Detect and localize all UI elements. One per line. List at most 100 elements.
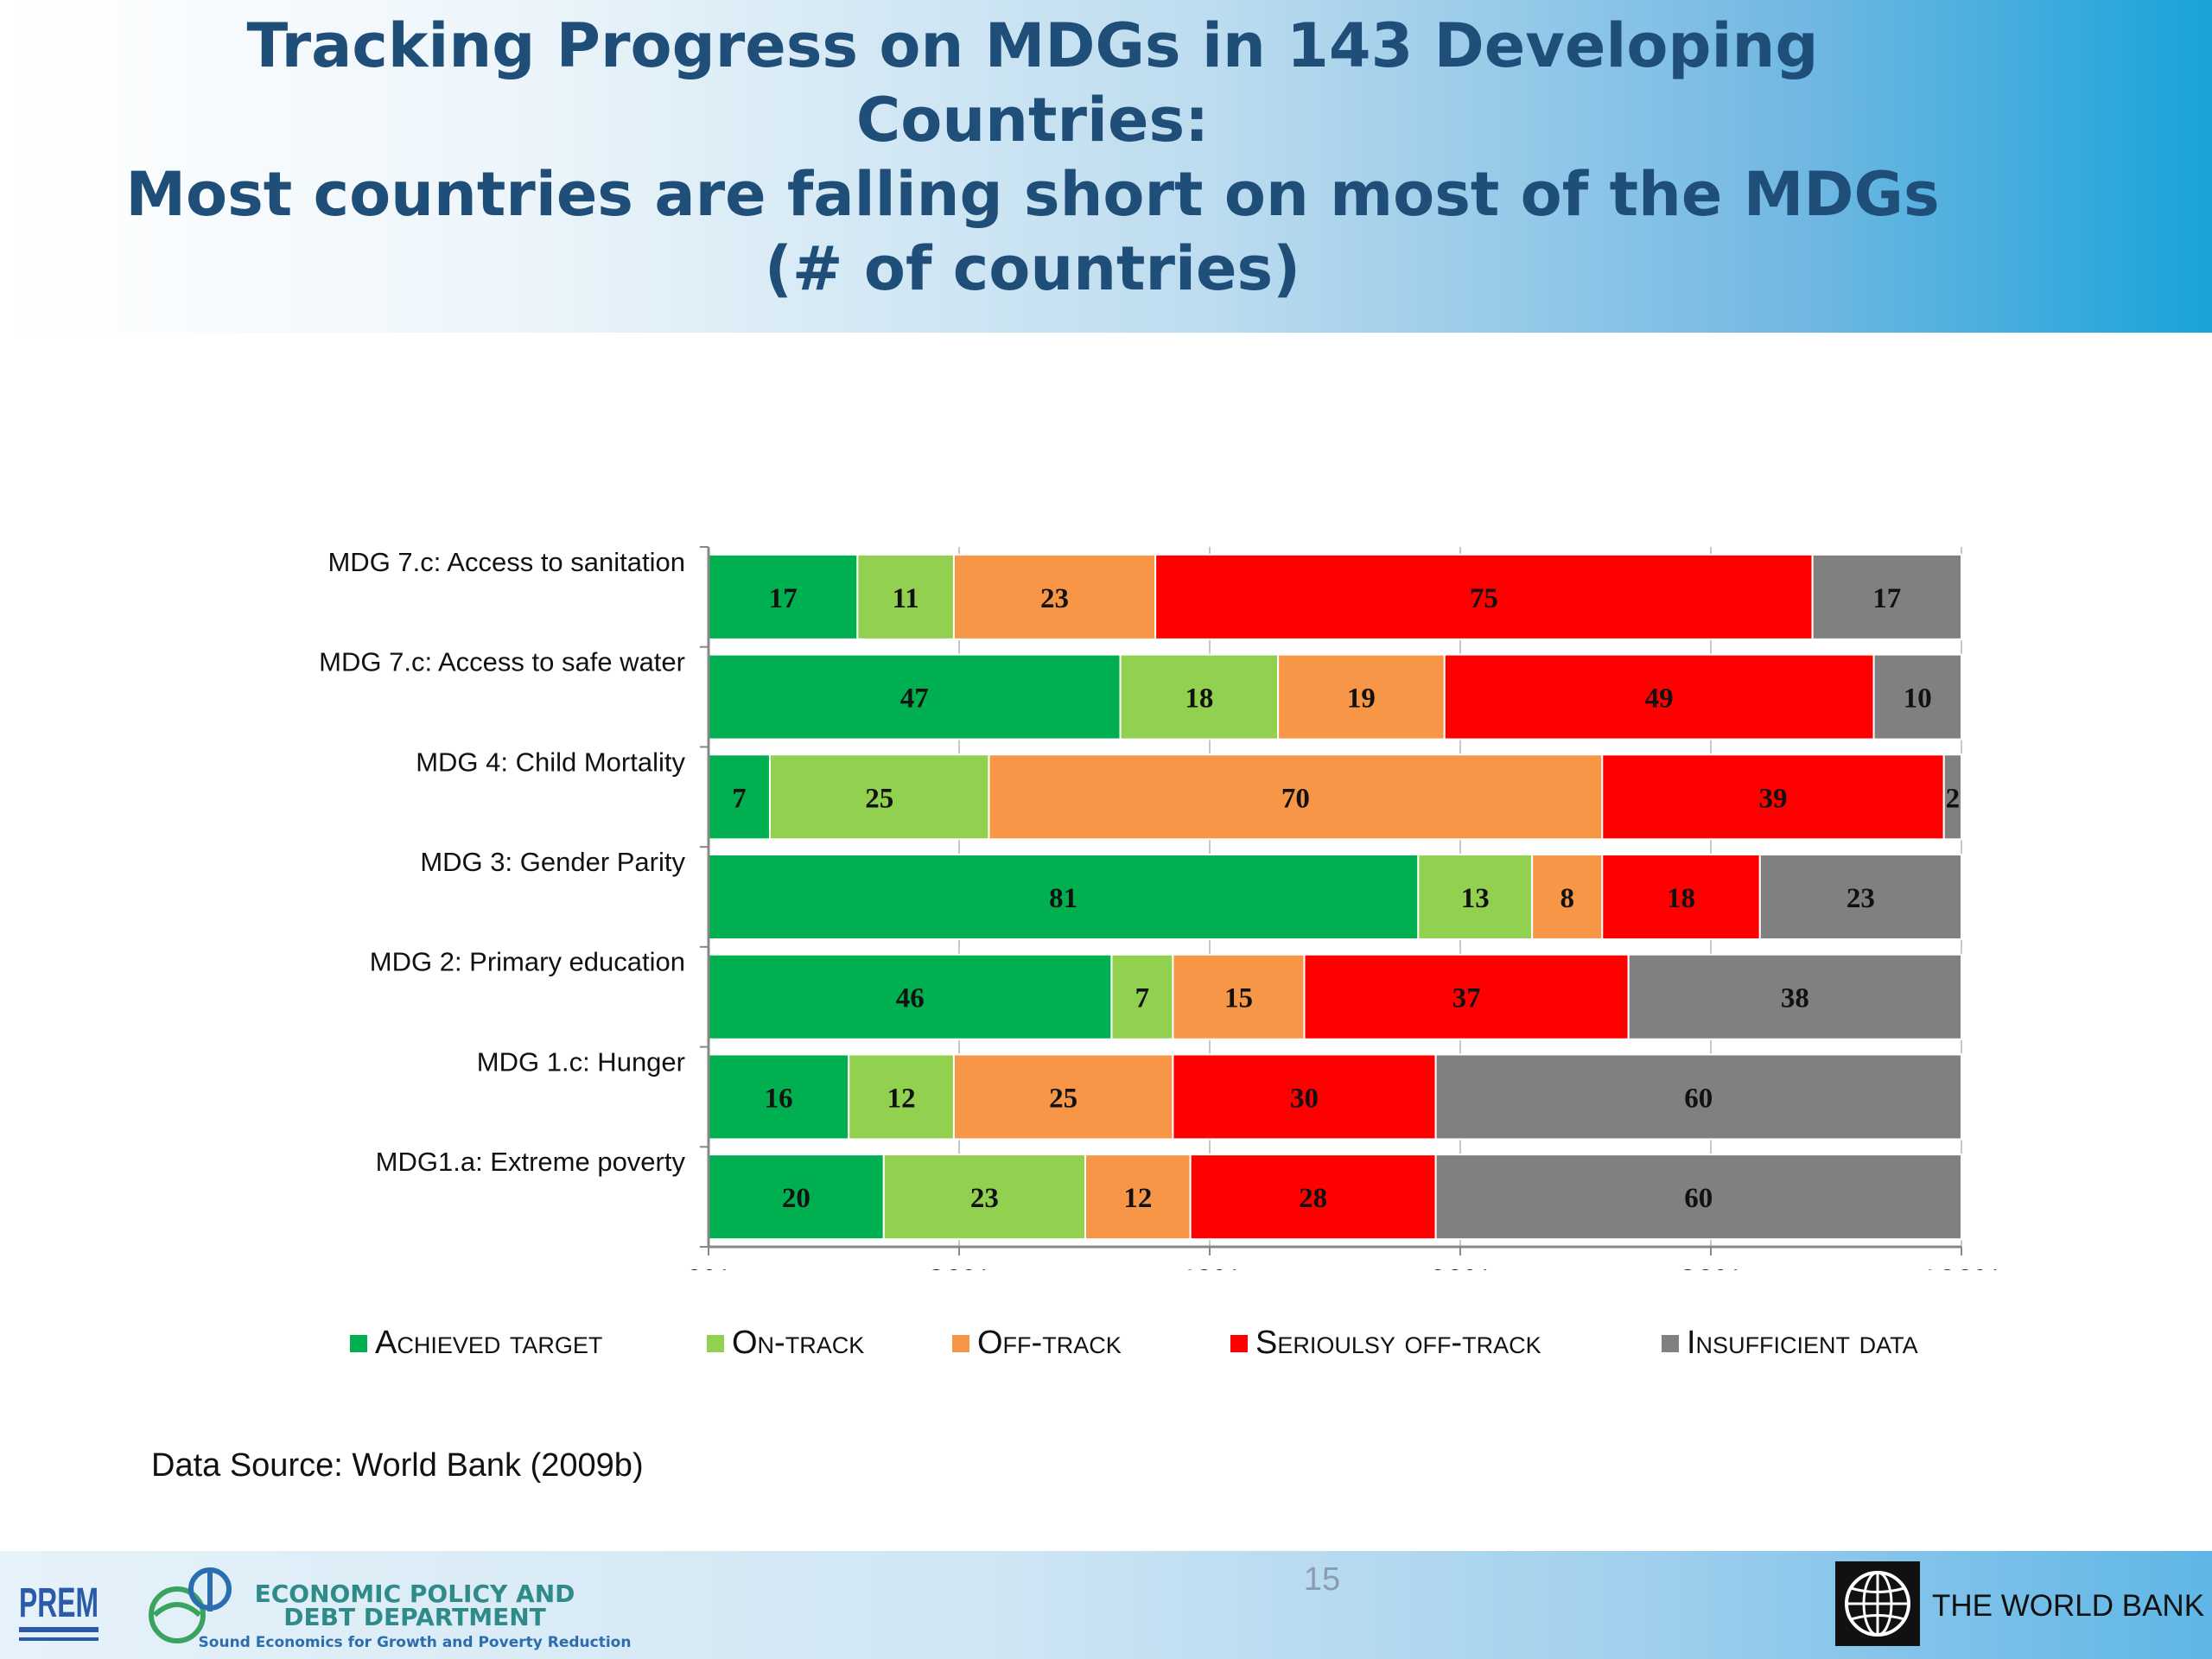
- stacked-bar-chart: 17 11 23 75 17 MDG 7.c: Access to sanitation 4…: [319, 546, 2003, 1270]
- legend-swatch: [952, 1334, 969, 1352]
- legend-item: On-track: [707, 1325, 864, 1362]
- bar-segment: [708, 653, 1122, 741]
- bar-segment: [1417, 854, 1534, 940]
- data-label: 15: [1224, 983, 1253, 1014]
- page-number: 15: [1303, 1561, 1341, 1598]
- data-label: 18: [1667, 883, 1695, 914]
- data-label: 25: [1049, 1083, 1077, 1114]
- bar-segment: [1443, 653, 1875, 741]
- data-label: 60: [1684, 1183, 1713, 1214]
- epdd-logo: [149, 1567, 232, 1643]
- bar-segment: [1531, 854, 1604, 940]
- legend-label: On-track: [732, 1325, 865, 1361]
- data-label: 39: [1758, 783, 1787, 814]
- data-label: 46: [896, 983, 925, 1014]
- category-label: MDG 4: Child Mortality: [416, 747, 685, 777]
- legend-label: Insufficient data: [1687, 1325, 1918, 1361]
- bar-segment: [708, 553, 859, 640]
- category-label: MDG 2: Primary education: [370, 947, 685, 977]
- data-label: 10: [1904, 683, 1932, 715]
- title-banner: Tracking Progress on MDGs in 143 Develop…: [0, 0, 2212, 333]
- x-tick-label: 80%: [1679, 1263, 1743, 1270]
- data-label: 2: [1946, 783, 1961, 814]
- title-line-3: Most countries are falling short on most…: [125, 159, 1940, 230]
- category-label: MDG1.a: Extreme poverty: [376, 1147, 686, 1177]
- bar-segment: [1172, 1053, 1437, 1141]
- bar-segment: [708, 753, 771, 841]
- x-tick-label: 100%: [1921, 1263, 2003, 1270]
- data-label: 8: [1560, 883, 1574, 914]
- title-line-1: Tracking Progress on MDGs in 143 Develop…: [246, 10, 1819, 81]
- bar-segment: [1084, 1154, 1192, 1241]
- legend-swatch: [1662, 1334, 1679, 1352]
- data-label: 12: [1123, 1183, 1152, 1214]
- legend-item: Insufficient data: [1662, 1325, 1918, 1362]
- data-label: 75: [1470, 583, 1498, 614]
- bar-segment: [952, 1053, 1174, 1141]
- legend-swatch: [1230, 1334, 1248, 1352]
- bar-segment: [768, 753, 990, 841]
- category-label: MDG 7.c: Access to sanitation: [327, 547, 685, 577]
- data-label: 25: [865, 783, 893, 814]
- data-label: 12: [887, 1083, 916, 1114]
- x-tick-label: 60%: [1428, 1263, 1492, 1270]
- bar-segment: [1758, 854, 1962, 940]
- bar-segment: [1172, 953, 1306, 1040]
- data-label: 47: [900, 683, 929, 715]
- data-label: 17: [1872, 583, 1901, 614]
- world-bank-logo: [1835, 1561, 1920, 1646]
- bar-segment: [1303, 953, 1630, 1040]
- prem-logo-text: PREM: [19, 1580, 99, 1626]
- data-label: 60: [1684, 1083, 1713, 1114]
- category-label: MDG 3: Gender Parity: [420, 847, 685, 877]
- epdd-line-2: DEBT DEPARTMENT: [283, 1603, 546, 1631]
- bar-segment: [1942, 753, 1962, 841]
- bar-segment: [1189, 1154, 1437, 1241]
- category-label: MDG 1.c: Hunger: [477, 1046, 685, 1077]
- bar-segment: [1434, 1154, 1962, 1241]
- data-label: 70: [1281, 783, 1310, 814]
- bar-segment: [708, 1053, 850, 1141]
- legend-swatch: [707, 1334, 724, 1352]
- bar-segment: [708, 854, 1420, 940]
- x-tick-label: 40%: [1178, 1263, 1242, 1270]
- world-bank-name: THE WORLD BANK: [1932, 1589, 2205, 1623]
- bar-segment: [1601, 753, 1945, 841]
- legend-label: Serioulsy off-track: [1255, 1325, 1541, 1361]
- data-label: 17: [769, 583, 798, 614]
- bar-segment: [1627, 953, 1962, 1040]
- data-label: 7: [1135, 983, 1150, 1014]
- x-tick-label: 20%: [927, 1263, 991, 1270]
- data-label: 28: [1299, 1183, 1327, 1214]
- data-label: 19: [1347, 683, 1376, 715]
- bar-segment: [1119, 653, 1280, 741]
- epdd-name: ECONOMIC POLICY AND DEBT DEPARTMENT Soun…: [194, 1580, 635, 1652]
- data-label: 16: [765, 1083, 793, 1114]
- data-source: Data Source: World Bank (2009b): [151, 1447, 644, 1484]
- bar-segment: [1872, 653, 1962, 741]
- data-label: 37: [1452, 983, 1481, 1014]
- epdd-tagline: Sound Economics for Growth and Poverty R…: [198, 1634, 632, 1651]
- footer-bar: PREM ECONOMIC POLICY AND DEBT DEPARTMENT…: [0, 1551, 2212, 1659]
- legend-swatch: [350, 1334, 367, 1352]
- title-line-4: (# of countries): [764, 233, 1301, 304]
- bar-segment: [1811, 553, 1962, 640]
- data-label: 23: [1847, 883, 1875, 914]
- data-label: 38: [1781, 983, 1809, 1014]
- epdd-line-1: ECONOMIC POLICY AND: [254, 1580, 575, 1608]
- bar-segment: [1601, 854, 1761, 940]
- data-label: 23: [1040, 583, 1069, 614]
- data-label: 7: [732, 783, 747, 814]
- data-label: 13: [1461, 883, 1490, 914]
- title-line-2: Countries:: [855, 85, 1210, 156]
- data-label: 18: [1185, 683, 1213, 715]
- bar-segment: [1277, 653, 1446, 741]
- bar-segment: [882, 1154, 1087, 1241]
- x-tick-label: 0%: [685, 1263, 731, 1270]
- legend-item: Off-track: [952, 1325, 1122, 1362]
- category-label: MDG 7.c: Access to safe water: [319, 647, 685, 677]
- data-label: 49: [1645, 683, 1674, 715]
- data-label: 20: [782, 1183, 810, 1214]
- bar-segment: [988, 753, 1604, 841]
- legend-item: Serioulsy off-track: [1230, 1325, 1541, 1362]
